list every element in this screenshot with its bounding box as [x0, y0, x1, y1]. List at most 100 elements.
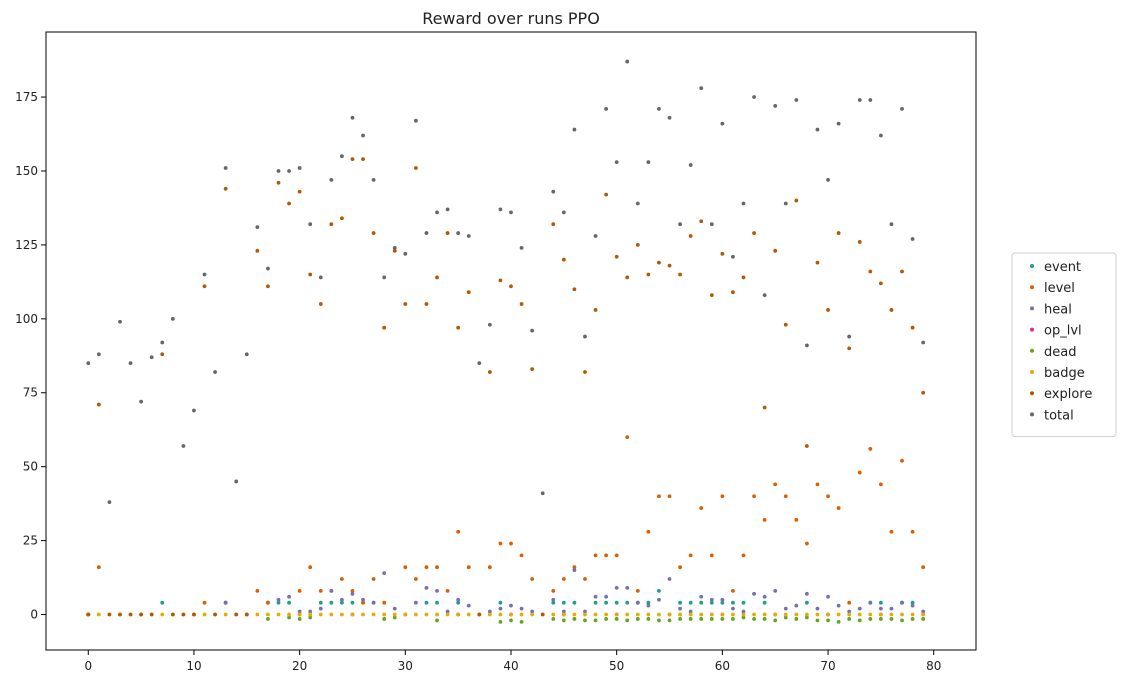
data-point	[287, 612, 291, 617]
y-tick-label: 0	[30, 608, 38, 622]
data-point	[466, 612, 471, 617]
data-point	[382, 571, 387, 576]
data-point	[794, 617, 799, 621]
data-point	[456, 231, 461, 235]
data-point	[889, 308, 894, 312]
data-point	[424, 231, 429, 235]
data-point	[435, 275, 439, 280]
data-point	[318, 606, 323, 611]
data-point	[657, 106, 661, 111]
data-point	[297, 609, 302, 614]
data-point	[435, 600, 439, 605]
x-axis: 0 10 20 30 40 50 60 70 80	[84, 650, 941, 673]
data-point	[878, 482, 883, 487]
series-total	[86, 59, 926, 505]
y-tick-label: 50	[23, 460, 38, 474]
data-point	[762, 405, 767, 410]
data-point	[762, 612, 767, 617]
legend-marker	[1030, 285, 1034, 290]
data-point	[699, 219, 704, 224]
data-point	[466, 603, 471, 608]
data-point	[551, 189, 556, 194]
data-points	[86, 59, 926, 624]
data-point	[667, 115, 672, 120]
data-point	[910, 617, 915, 621]
series-dead	[86, 612, 926, 624]
data-point	[604, 612, 609, 617]
data-point	[213, 612, 217, 617]
data-point	[762, 293, 767, 298]
data-point	[583, 370, 587, 374]
data-point	[561, 612, 566, 617]
data-point	[688, 553, 693, 558]
data-point	[498, 620, 503, 624]
data-point	[815, 612, 820, 617]
data-point	[371, 177, 376, 182]
data-point	[805, 343, 809, 348]
data-point	[878, 133, 883, 138]
data-point	[519, 245, 524, 250]
data-point	[783, 615, 788, 620]
data-point	[572, 600, 577, 605]
data-point	[921, 617, 926, 621]
data-point	[382, 325, 387, 330]
data-point	[160, 352, 165, 357]
data-point	[509, 618, 513, 623]
data-point	[413, 118, 418, 123]
data-point	[424, 302, 429, 306]
data-point	[340, 154, 344, 159]
data-point	[847, 617, 852, 621]
data-point	[107, 500, 112, 505]
data-point	[583, 334, 587, 339]
data-point	[519, 612, 524, 617]
data-point	[910, 603, 915, 608]
data-point	[435, 588, 439, 593]
data-point	[519, 302, 524, 306]
data-point	[308, 612, 313, 617]
data-point	[773, 248, 778, 253]
data-point	[139, 399, 144, 404]
data-point	[213, 370, 217, 374]
legend-label: heal	[1044, 302, 1072, 317]
data-point	[530, 367, 535, 371]
data-point	[900, 612, 904, 617]
data-point	[604, 600, 609, 605]
data-point	[403, 251, 408, 256]
data-point	[487, 322, 492, 327]
data-point	[635, 612, 640, 617]
data-point	[350, 600, 355, 605]
data-point	[889, 617, 894, 621]
data-point	[826, 177, 830, 182]
data-point	[498, 278, 503, 283]
data-point	[149, 612, 154, 617]
data-point	[593, 600, 598, 605]
data-point	[678, 272, 682, 277]
data-point	[149, 355, 154, 360]
data-point	[329, 588, 334, 593]
data-point	[297, 588, 302, 593]
data-point	[382, 612, 387, 617]
data-point	[540, 491, 545, 496]
data-point	[900, 618, 904, 623]
data-point	[794, 612, 799, 617]
data-point	[361, 600, 365, 605]
data-point	[826, 618, 830, 623]
legend-marker	[1030, 306, 1034, 311]
data-point	[572, 612, 577, 617]
data-point	[783, 612, 788, 617]
data-point	[709, 553, 714, 558]
data-point	[741, 201, 746, 206]
data-point	[287, 615, 291, 620]
data-point	[202, 600, 207, 605]
data-point	[699, 506, 704, 510]
data-point	[128, 612, 133, 617]
data-point	[350, 115, 355, 120]
data-point	[509, 284, 513, 289]
data-point	[678, 600, 682, 605]
data-point	[96, 402, 101, 407]
data-point	[445, 231, 450, 235]
data-point	[847, 609, 852, 614]
data-point	[340, 600, 344, 605]
data-point	[635, 617, 640, 621]
data-point	[456, 325, 461, 330]
